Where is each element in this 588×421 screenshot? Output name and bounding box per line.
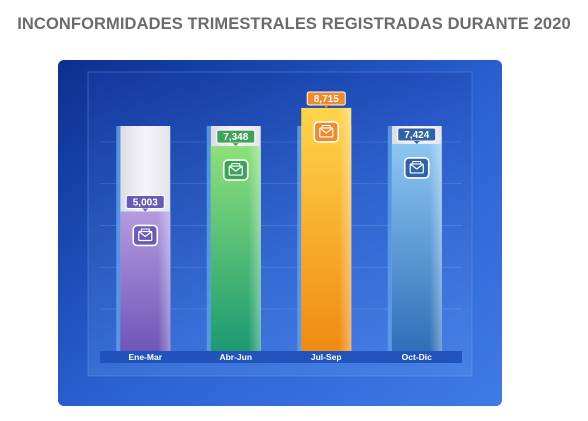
- value-badge: [397, 127, 437, 142]
- category-label: Jul-Sep: [311, 352, 342, 362]
- value-badge-pointer: [232, 143, 239, 147]
- value-badge-pointer: [323, 104, 330, 108]
- envelope-icon: [403, 157, 430, 179]
- value-badge-pointer: [413, 140, 420, 144]
- bar-edge: [116, 126, 121, 351]
- envelope-icon: [313, 121, 340, 143]
- category-label-bar: [100, 351, 462, 363]
- bar-edge: [206, 126, 211, 351]
- bar-edge: [387, 126, 392, 351]
- value-label: 8,715: [314, 94, 339, 105]
- envelope-icon: [222, 159, 249, 181]
- category-label: Ene-Mar: [128, 352, 162, 362]
- category-label: Abr-Jun: [219, 352, 252, 362]
- bar-highlight: [301, 107, 352, 351]
- value-label: 5,003: [133, 197, 158, 208]
- category-label: Oct-Dic: [402, 352, 433, 362]
- value-label: 7,424: [404, 130, 429, 141]
- value-badge-pointer: [142, 208, 149, 212]
- chart-title: INCONFORMIDADES TRIMESTRALES REGISTRADAS…: [17, 15, 571, 33]
- value-label: 7,348: [223, 132, 248, 143]
- bar-edge: [297, 126, 302, 351]
- envelope-icon: [132, 224, 159, 247]
